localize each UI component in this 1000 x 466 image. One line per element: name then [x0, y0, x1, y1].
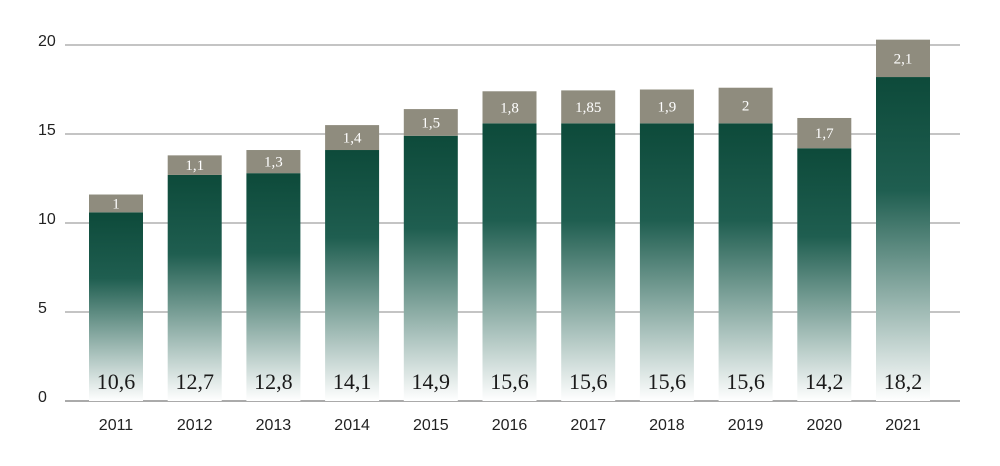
y-tick-label: 10: [38, 211, 56, 228]
x-tick-label: 2020: [807, 417, 843, 434]
x-tick-label: 2012: [177, 417, 213, 434]
bar-base-segment: [718, 123, 773, 401]
x-tick-label: 2017: [570, 417, 606, 434]
bar-top-value-label: 1: [112, 196, 120, 212]
x-tick-label: 2016: [492, 417, 528, 434]
bar-base-value-label: 12,8: [254, 369, 293, 394]
y-tick-label: 0: [38, 389, 47, 406]
bar-top-segment: [246, 150, 301, 174]
bar-top-value-label: 1,1: [185, 158, 204, 174]
bar-base-segment: [325, 150, 380, 401]
bar-base-segment: [167, 174, 222, 401]
x-tick-label: 2014: [334, 417, 370, 434]
bar-top-segment: [876, 39, 930, 78]
bar-base-segment: [403, 135, 458, 401]
bar-top-value-label: 1,4: [343, 131, 362, 147]
bar-top-segment: [325, 125, 380, 151]
bar-base-segment: [561, 123, 616, 401]
bar-top-segment: [482, 91, 537, 124]
bar-top-value-label: 2: [742, 99, 750, 115]
bar-top-value-label: 1,8: [500, 100, 519, 116]
bar-top-value-label: 1,7: [815, 126, 834, 142]
bar-base-value-label: 12,7: [175, 369, 214, 394]
bar-base-segment: [876, 77, 930, 401]
y-tick-label: 20: [38, 33, 56, 50]
bar-base-value-label: 15,6: [648, 369, 687, 394]
bar-base-segment: [482, 123, 537, 401]
y-tick-label: 15: [38, 122, 56, 139]
bar-top-segment: [561, 90, 616, 124]
bar-top-segment: [403, 109, 458, 136]
bar-top-value-label: 1,3: [264, 155, 283, 171]
bar-top-segment: [639, 89, 694, 124]
bar-top-segment: [167, 155, 222, 175]
bar-base-value-label: 15,6: [490, 369, 529, 394]
y-tick-label: 5: [38, 300, 47, 317]
bar-top-segment: [89, 194, 143, 213]
labels-layer: 0 5 10 15 20 10,6 1 2011 12,7 1,1 2012 12,8 1,3 2013 1…: [38, 33, 922, 434]
bar-base-value-label: 14,2: [805, 369, 844, 394]
bar-base-value-label: 14,9: [412, 369, 451, 394]
x-tick-label: 2015: [413, 417, 449, 434]
bar-top-value-label: 1,5: [421, 115, 440, 131]
bar-top-segment: [718, 87, 773, 124]
bar-base-segment: [639, 123, 694, 401]
bar-base-value-label: 15,6: [726, 369, 765, 394]
bar-base-value-label: 18,2: [884, 369, 923, 394]
bars-layer: [89, 39, 930, 401]
bar-top-segment: [797, 117, 852, 149]
x-tick-label: 2011: [99, 417, 134, 434]
bar-base-segment: [246, 173, 301, 401]
bar-base-value-label: 10,6: [97, 369, 136, 394]
bar-base-segment: [797, 148, 852, 401]
x-tick-label: 2021: [885, 417, 921, 434]
bar-top-value-label: 1,85: [575, 100, 601, 116]
bar-base-segment: [89, 212, 143, 401]
bar-top-value-label: 2,1: [894, 51, 913, 67]
bar-top-value-label: 1,9: [658, 99, 677, 115]
bar-base-value-label: 14,1: [333, 369, 372, 394]
x-tick-label: 2013: [256, 417, 292, 434]
x-tick-label: 2018: [649, 417, 685, 434]
bar-base-value-label: 15,6: [569, 369, 608, 394]
x-tick-label: 2019: [728, 417, 764, 434]
